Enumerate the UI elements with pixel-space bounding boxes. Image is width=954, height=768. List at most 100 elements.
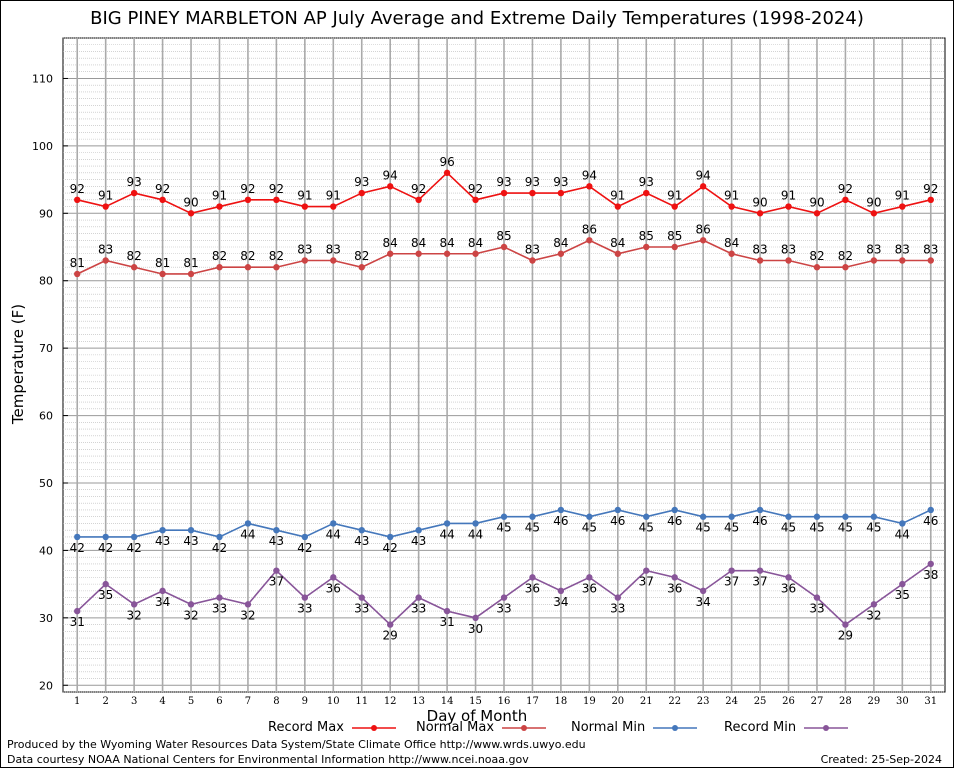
data-point	[415, 196, 422, 204]
data-point	[785, 257, 792, 264]
data-point	[671, 203, 678, 210]
data-label: 44	[326, 527, 341, 541]
data-label: 81	[70, 256, 85, 270]
data-label: 35	[895, 588, 910, 602]
data-label: 83	[525, 242, 540, 256]
legend-swatch	[653, 724, 698, 731]
data-point	[330, 257, 337, 264]
data-point	[586, 183, 593, 190]
data-point	[244, 520, 252, 527]
data-point	[74, 533, 81, 541]
data-label: 36	[582, 581, 597, 595]
data-point	[216, 533, 223, 541]
data-point	[273, 567, 280, 574]
data-label: 91	[895, 189, 910, 203]
chart-title: BIG PINEY MARBLETON AP July Average and …	[90, 8, 864, 29]
data-point	[415, 250, 422, 257]
data-label: 93	[525, 175, 540, 189]
y-tick-label: 30	[39, 612, 53, 625]
data-point	[586, 574, 593, 581]
data-point	[813, 513, 821, 520]
data-point	[386, 621, 394, 628]
data-point	[671, 243, 678, 251]
data-point	[671, 506, 678, 514]
data-label: 81	[183, 256, 198, 270]
data-point	[330, 574, 337, 581]
data-point	[728, 567, 735, 574]
y-tick-label: 20	[39, 679, 53, 692]
data-point	[529, 257, 536, 264]
data-label: 93	[639, 175, 654, 189]
data-label: 91	[326, 189, 341, 203]
x-tick-label: 20	[611, 696, 624, 707]
y-tick-label: 90	[39, 207, 53, 220]
x-tick-label: 3	[131, 696, 137, 707]
data-point	[614, 594, 622, 601]
x-tick-label: 2	[102, 696, 108, 707]
data-point	[728, 250, 735, 257]
data-label: 34	[553, 595, 568, 609]
data-point	[756, 257, 764, 264]
data-label: 34	[696, 595, 711, 609]
data-label: 90	[866, 195, 881, 209]
data-point	[130, 533, 138, 541]
data-point	[443, 520, 451, 527]
data-label: 86	[582, 222, 597, 236]
data-label: 90	[183, 195, 198, 209]
data-label: 92	[411, 182, 426, 196]
data-label: 82	[838, 249, 853, 263]
x-tick-label: 14	[441, 696, 454, 707]
x-tick-label: 16	[498, 696, 511, 707]
data-point	[529, 513, 536, 520]
data-label: 37	[752, 575, 767, 589]
data-point	[102, 203, 109, 210]
data-point	[472, 614, 479, 622]
data-point	[74, 607, 81, 615]
data-label: 84	[411, 236, 426, 250]
x-tick-label: 29	[868, 696, 881, 707]
data-point	[870, 601, 878, 608]
x-tick-label: 7	[245, 696, 251, 707]
data-label: 30	[468, 622, 483, 636]
data-point	[130, 189, 138, 197]
legend-swatch	[804, 724, 849, 731]
data-point	[927, 257, 934, 264]
data-label: 82	[809, 249, 824, 263]
data-label: 44	[895, 527, 910, 541]
data-label: 85	[639, 229, 654, 243]
data-label: 42	[126, 541, 141, 555]
data-point	[358, 594, 365, 601]
data-point	[330, 203, 337, 210]
x-tick-label: 15	[469, 696, 482, 707]
x-tick-label: 31	[924, 696, 937, 707]
data-label: 91	[297, 189, 312, 203]
y-axis-label: Temperature (F)	[9, 303, 27, 425]
y-tick-label: 110	[32, 72, 53, 85]
footer-producer: Produced by the Wyoming Water Resources …	[7, 738, 586, 751]
data-label: 92	[838, 182, 853, 196]
data-label: 33	[411, 602, 426, 616]
data-point	[358, 526, 365, 534]
data-point	[358, 264, 365, 271]
data-label: 38	[923, 568, 938, 582]
data-label: 45	[809, 521, 824, 535]
data-label: 84	[553, 236, 568, 250]
data-point	[529, 574, 536, 581]
x-tick-label: 19	[583, 696, 596, 707]
data-label: 42	[212, 541, 227, 555]
data-point	[927, 560, 934, 568]
data-label: 85	[667, 229, 682, 243]
data-label: 82	[240, 249, 255, 263]
data-point	[358, 189, 365, 197]
data-point	[699, 183, 707, 190]
data-label: 45	[838, 521, 853, 535]
data-point	[443, 250, 451, 257]
data-label: 91	[98, 189, 113, 203]
x-tick-label: 11	[355, 696, 368, 707]
x-tick-label: 10	[327, 696, 340, 707]
data-point	[386, 183, 394, 190]
data-label: 33	[297, 602, 312, 616]
data-point	[443, 607, 451, 615]
x-tick-label: 21	[640, 696, 653, 707]
data-point	[301, 594, 309, 601]
